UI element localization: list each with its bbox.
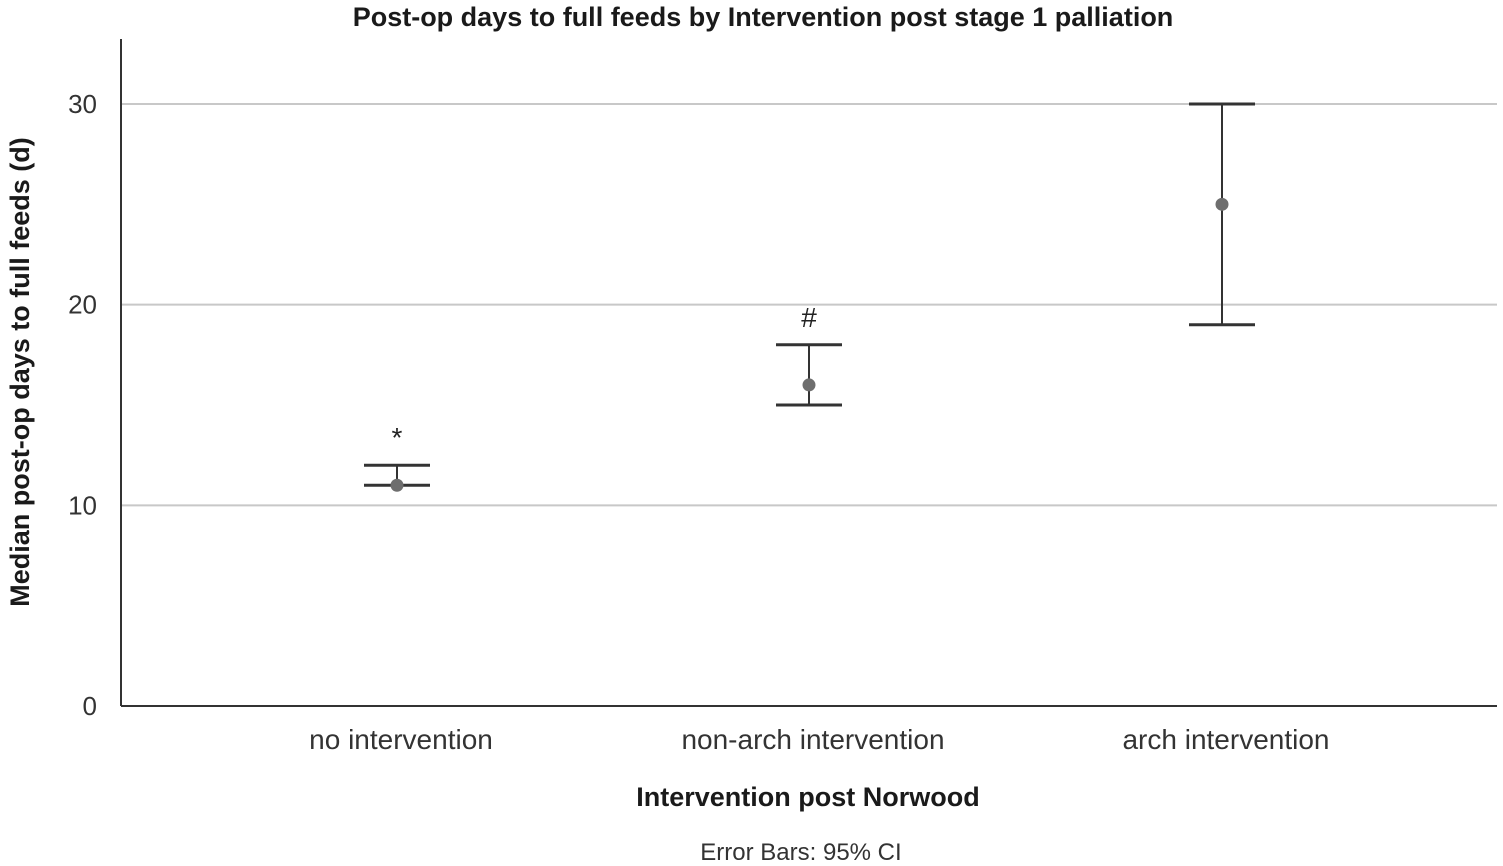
y-tick-labels: 0 10 20 30 xyxy=(68,89,97,721)
y-tick-label-0: 0 xyxy=(83,691,97,721)
x-tick-label: non-arch intervention xyxy=(681,724,944,755)
axes xyxy=(120,39,1497,707)
errorbar-group: # xyxy=(776,302,842,407)
median-point xyxy=(1215,197,1229,211)
y-tick-label-20: 20 xyxy=(68,290,97,320)
x-tick-label: no intervention xyxy=(309,724,493,755)
significance-annotation: # xyxy=(801,302,817,333)
y-axis-title: Median post-op days to full feeds (d) xyxy=(5,137,35,607)
significance-annotation: * xyxy=(392,422,403,453)
median-point xyxy=(802,378,816,392)
chart-title: Post-op days to full feeds by Interventi… xyxy=(353,2,1174,32)
errorbar-group: * xyxy=(364,422,430,492)
y-tick-label-30: 30 xyxy=(68,89,97,119)
error-bars-footnote: Error Bars: 95% CI xyxy=(700,839,901,866)
data-marks: *# xyxy=(364,102,1255,492)
gridlines xyxy=(121,103,1497,507)
x-axis-title: Intervention post Norwood xyxy=(636,782,980,812)
y-tick-label-10: 10 xyxy=(68,490,97,520)
median-point xyxy=(390,478,404,492)
x-tick-label: arch intervention xyxy=(1122,724,1329,755)
x-tick-labels: no intervention non-arch intervention arch… xyxy=(309,724,1329,755)
errorbar-group xyxy=(1189,102,1255,327)
